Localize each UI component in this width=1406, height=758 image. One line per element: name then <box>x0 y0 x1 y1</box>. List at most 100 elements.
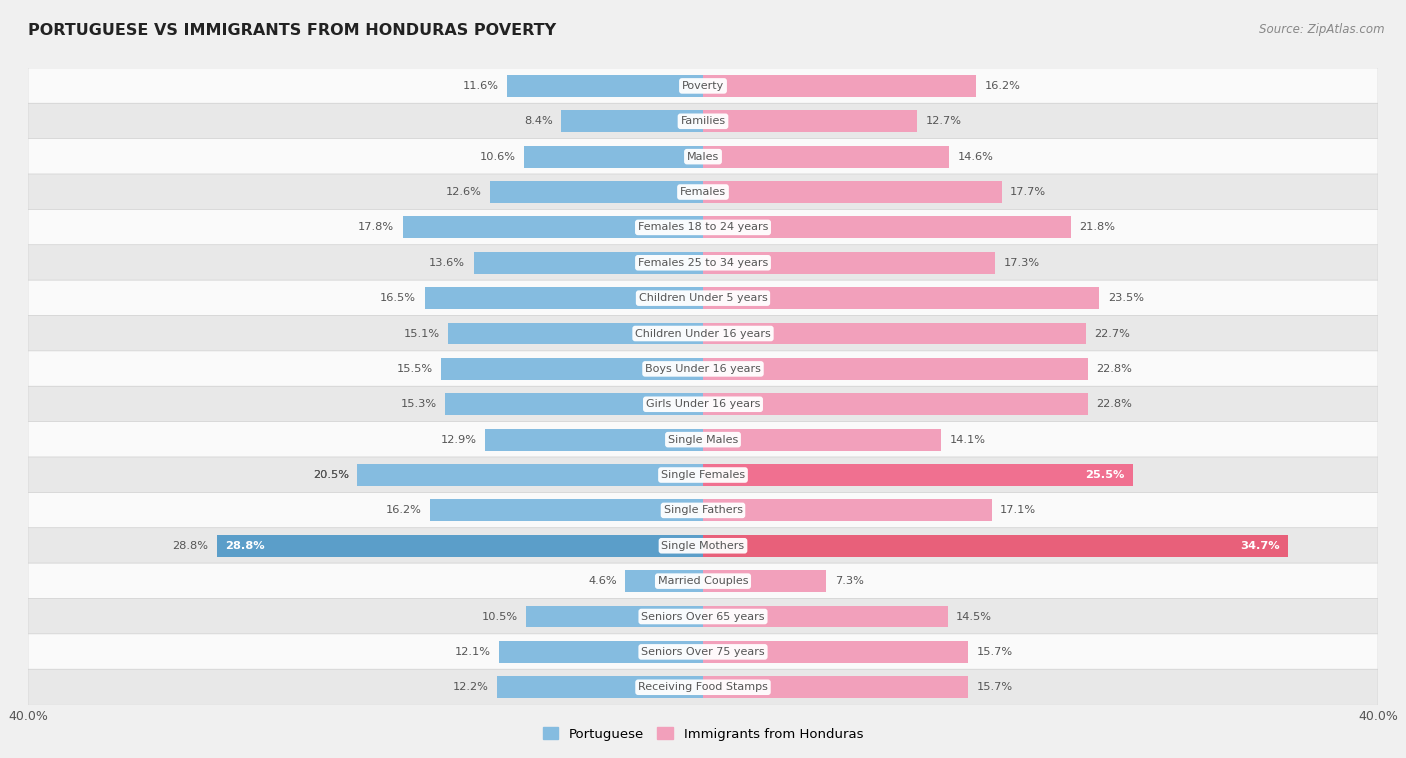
Bar <box>703 606 948 628</box>
Text: 28.8%: 28.8% <box>225 540 266 551</box>
Text: 14.1%: 14.1% <box>949 434 986 445</box>
Text: Single Males: Single Males <box>668 434 738 445</box>
Bar <box>430 500 703 522</box>
Bar <box>703 287 1099 309</box>
Bar <box>703 252 995 274</box>
Text: Poverty: Poverty <box>682 81 724 91</box>
FancyBboxPatch shape <box>28 103 1378 139</box>
Text: 21.8%: 21.8% <box>1080 222 1115 233</box>
Bar <box>485 429 703 450</box>
Bar <box>499 641 703 662</box>
Text: 15.1%: 15.1% <box>404 328 440 339</box>
Text: 11.6%: 11.6% <box>463 81 499 91</box>
Text: 12.9%: 12.9% <box>441 434 477 445</box>
Text: Married Couples: Married Couples <box>658 576 748 586</box>
Bar <box>703 535 1288 556</box>
Text: Single Mothers: Single Mothers <box>661 540 745 551</box>
Text: 14.5%: 14.5% <box>956 612 993 622</box>
Text: 17.1%: 17.1% <box>1000 506 1036 515</box>
Bar <box>441 358 703 380</box>
Text: 28.8%: 28.8% <box>173 540 208 551</box>
Bar <box>703 323 1085 344</box>
FancyBboxPatch shape <box>28 209 1378 246</box>
FancyBboxPatch shape <box>28 174 1378 210</box>
Text: 25.5%: 25.5% <box>1085 470 1125 480</box>
Bar <box>703 181 1001 203</box>
FancyBboxPatch shape <box>28 634 1378 670</box>
Text: PORTUGUESE VS IMMIGRANTS FROM HONDURAS POVERTY: PORTUGUESE VS IMMIGRANTS FROM HONDURAS P… <box>28 23 557 38</box>
Text: 10.6%: 10.6% <box>479 152 516 161</box>
Text: Females 25 to 34 years: Females 25 to 34 years <box>638 258 768 268</box>
FancyBboxPatch shape <box>28 493 1378 528</box>
Text: 4.6%: 4.6% <box>588 576 617 586</box>
Text: Children Under 5 years: Children Under 5 years <box>638 293 768 303</box>
Text: Seniors Over 65 years: Seniors Over 65 years <box>641 612 765 622</box>
Text: 12.7%: 12.7% <box>925 116 962 127</box>
Text: Seniors Over 75 years: Seniors Over 75 years <box>641 647 765 657</box>
Text: Single Fathers: Single Fathers <box>664 506 742 515</box>
Bar <box>474 252 703 274</box>
Bar <box>526 606 703 628</box>
Text: 12.1%: 12.1% <box>454 647 491 657</box>
FancyBboxPatch shape <box>28 563 1378 599</box>
Text: Source: ZipAtlas.com: Source: ZipAtlas.com <box>1260 23 1385 36</box>
Text: Families: Families <box>681 116 725 127</box>
Bar <box>508 75 703 97</box>
FancyBboxPatch shape <box>28 245 1378 280</box>
Text: 10.5%: 10.5% <box>481 612 517 622</box>
Bar <box>626 570 703 592</box>
FancyBboxPatch shape <box>28 387 1378 422</box>
Text: 12.6%: 12.6% <box>446 187 482 197</box>
Text: Males: Males <box>688 152 718 161</box>
Text: 16.2%: 16.2% <box>984 81 1021 91</box>
Legend: Portuguese, Immigrants from Honduras: Portuguese, Immigrants from Honduras <box>537 722 869 746</box>
Bar <box>444 393 703 415</box>
Text: Boys Under 16 years: Boys Under 16 years <box>645 364 761 374</box>
Bar <box>357 464 703 486</box>
Bar <box>703 429 941 450</box>
FancyBboxPatch shape <box>28 599 1378 634</box>
Text: Girls Under 16 years: Girls Under 16 years <box>645 399 761 409</box>
Text: 12.2%: 12.2% <box>453 682 489 692</box>
Text: 14.6%: 14.6% <box>957 152 994 161</box>
Bar <box>703 464 1133 486</box>
Bar <box>703 570 827 592</box>
Text: Children Under 16 years: Children Under 16 years <box>636 328 770 339</box>
Text: 16.5%: 16.5% <box>380 293 416 303</box>
Text: 16.2%: 16.2% <box>385 506 422 515</box>
FancyBboxPatch shape <box>28 457 1378 493</box>
FancyBboxPatch shape <box>28 315 1378 352</box>
Bar <box>703 676 967 698</box>
Text: 17.3%: 17.3% <box>1004 258 1039 268</box>
Text: 17.7%: 17.7% <box>1010 187 1046 197</box>
Text: 15.7%: 15.7% <box>976 682 1012 692</box>
Bar <box>524 146 703 168</box>
Bar <box>402 217 703 238</box>
Text: 22.7%: 22.7% <box>1094 328 1130 339</box>
Bar <box>703 358 1088 380</box>
Text: 15.5%: 15.5% <box>396 364 433 374</box>
Bar <box>703 217 1071 238</box>
Bar <box>703 641 967 662</box>
Text: Females 18 to 24 years: Females 18 to 24 years <box>638 222 768 233</box>
FancyBboxPatch shape <box>28 421 1378 458</box>
Text: 34.7%: 34.7% <box>1240 540 1279 551</box>
Text: 15.7%: 15.7% <box>976 647 1012 657</box>
FancyBboxPatch shape <box>28 139 1378 174</box>
FancyBboxPatch shape <box>28 68 1378 104</box>
Text: 17.8%: 17.8% <box>359 222 394 233</box>
Text: Single Females: Single Females <box>661 470 745 480</box>
FancyBboxPatch shape <box>28 351 1378 387</box>
Text: 8.4%: 8.4% <box>524 116 553 127</box>
Text: Receiving Food Stamps: Receiving Food Stamps <box>638 682 768 692</box>
FancyBboxPatch shape <box>28 528 1378 564</box>
Bar <box>703 75 976 97</box>
Bar <box>703 111 917 132</box>
Text: 20.5%: 20.5% <box>312 470 349 480</box>
FancyBboxPatch shape <box>28 280 1378 316</box>
Text: 7.3%: 7.3% <box>835 576 863 586</box>
Text: 15.3%: 15.3% <box>401 399 436 409</box>
Text: 23.5%: 23.5% <box>1108 293 1144 303</box>
Bar <box>491 181 703 203</box>
Bar <box>449 323 703 344</box>
